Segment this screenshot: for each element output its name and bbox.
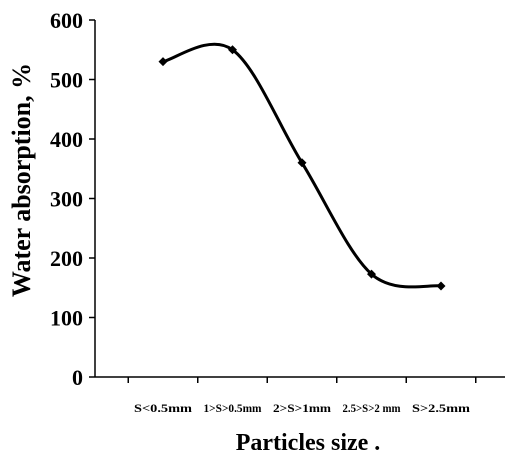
- data-point-marker: [228, 45, 237, 55]
- y-tick-label: 100: [50, 306, 83, 331]
- data-point-marker: [297, 158, 307, 168]
- data-point-marker: [436, 281, 446, 291]
- y-axis-label: Water absorption, %: [7, 63, 36, 297]
- data-point-marker: [367, 269, 376, 279]
- y-tick-label: 300: [50, 187, 83, 212]
- x-tick-label: S>2.5mm: [412, 401, 470, 415]
- x-axis-label: Particles size .: [236, 430, 381, 456]
- y-tick-label: 400: [50, 127, 83, 152]
- x-tick-label: 1>S>0.5mm: [204, 401, 262, 415]
- x-tick-label: S<0.5mm: [134, 401, 192, 415]
- y-axis-ticks: 0 100 200 300 400 500 600: [50, 8, 95, 390]
- y-tick-label: 500: [50, 68, 83, 93]
- y-tick-label: 0: [72, 365, 83, 390]
- x-tick-label: 2>S>1mm: [273, 401, 331, 415]
- y-tick-label: 600: [50, 8, 83, 33]
- series-markers: [158, 45, 446, 291]
- y-tick-label: 200: [50, 246, 83, 271]
- x-axis-ticks: S<0.5mm 1>S>0.5mm 2>S>1mm 2.5>S>2 mm S>2.5mm: [127, 377, 477, 415]
- data-point-marker: [158, 57, 168, 67]
- x-tick-label: 2.5>S>2 mm: [343, 401, 401, 415]
